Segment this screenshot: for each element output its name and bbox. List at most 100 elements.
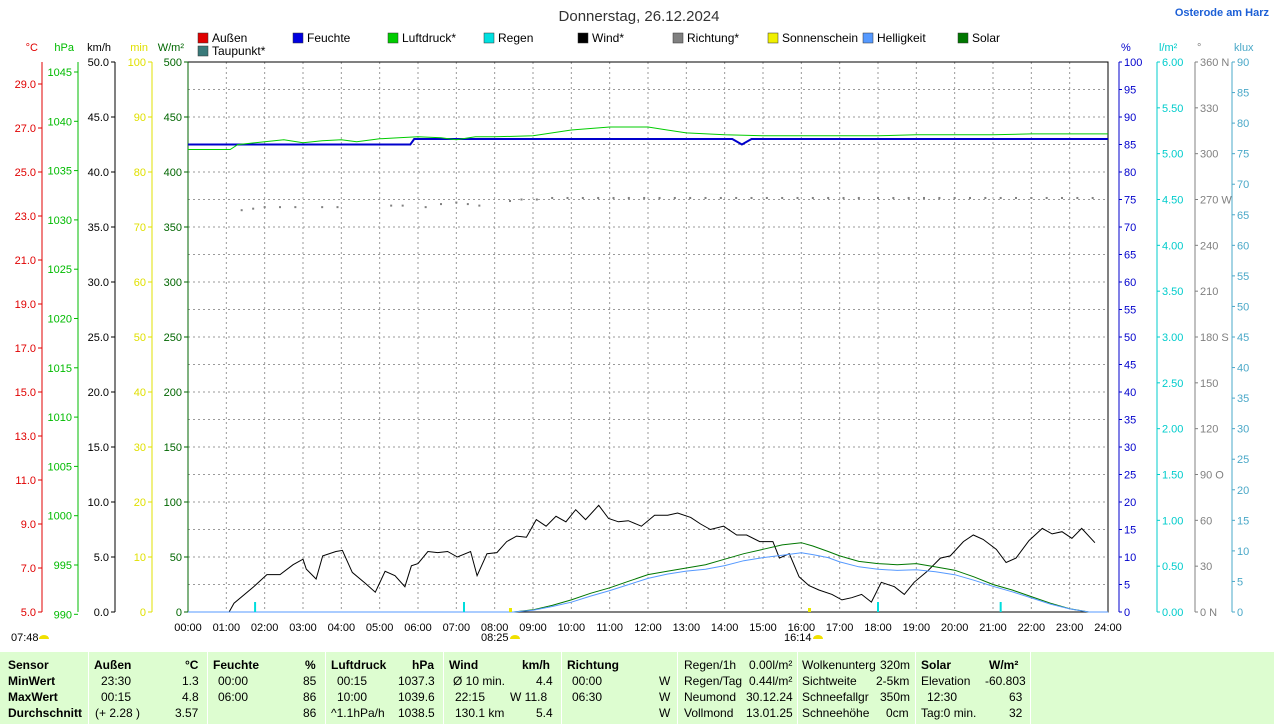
right-axis-label-1-10: 1.00	[1162, 515, 1183, 527]
avg-luft-val: 1038.5	[398, 706, 435, 720]
left-axis-label-4-5: 250	[164, 332, 182, 344]
direction-point-51	[1076, 196, 1079, 199]
right-axis-label-0-5: 75	[1124, 195, 1136, 207]
left-axis-label-1-5: 1020	[48, 314, 72, 326]
legend-label-5: Wind*	[592, 31, 624, 45]
left-axis-label-4-8: 100	[164, 497, 182, 509]
max-luft-time: 10:00	[337, 690, 368, 704]
right-axis-label-1-2: 5.00	[1162, 149, 1183, 161]
location-label: Osterode am Harz	[1175, 7, 1270, 19]
sunshine-mark-1	[808, 608, 811, 612]
header-aussen: Außen	[94, 658, 132, 672]
right-axis-label-3-18: 0	[1237, 607, 1243, 619]
max-richt-val: W	[659, 690, 671, 704]
max-wind-val: W 11.8	[510, 690, 548, 704]
left-axis-label-2-3: 35.0	[88, 222, 109, 234]
right-axis-label-1-0: 6.00	[1162, 57, 1183, 69]
legend-swatch-6	[672, 32, 684, 44]
right-axis-label-3-8: 50	[1237, 301, 1249, 313]
direction-point-0	[240, 209, 243, 212]
direction-point-13	[478, 204, 481, 207]
x-tick-label-23: 23:00	[1056, 622, 1084, 634]
header-aussen-unit: °C	[185, 658, 199, 672]
right-axis-label-3-16: 10	[1237, 546, 1249, 558]
right-axis-label-1-12: 0.00	[1162, 607, 1183, 619]
legend-label-7: Sonnenschein	[782, 31, 858, 45]
direction-point-48	[1030, 196, 1033, 199]
left-axis-label-3-9: 10	[134, 552, 146, 564]
left-axis-label-2-6: 20.0	[88, 387, 109, 399]
right-axis-label-0-4: 80	[1124, 167, 1136, 179]
min-wind-val: 4.4	[536, 674, 553, 688]
left-axis-unit-1: hPa	[54, 42, 74, 54]
legend-swatch-8	[862, 32, 874, 44]
legend-swatch-7	[767, 32, 779, 44]
direction-point-1	[252, 207, 255, 210]
x-tick-label-16: 16:00	[788, 622, 816, 634]
event-marks: 07:48 08:25 16:14	[11, 602, 1002, 644]
right-axis-label-3-14: 20	[1237, 485, 1249, 497]
left-axis-unit-3: min	[130, 42, 148, 54]
series-line-luftdruck	[188, 126, 1108, 150]
regen-1h-val: 0.00l/m²	[749, 658, 793, 672]
avg-wind-time: 130.1 km	[455, 706, 505, 720]
direction-point-4	[294, 206, 297, 209]
max-aussen-time: 00:15	[101, 690, 132, 704]
direction-point-7	[390, 204, 393, 207]
max-feuchte-val: 86	[303, 690, 317, 704]
right-axis-label-3-1: 85	[1237, 88, 1249, 100]
solar-tag-val: 32	[1009, 706, 1023, 720]
vollmond-val: 13.01.25	[746, 706, 793, 720]
direction-point-26	[689, 196, 692, 199]
right-axis-label-2-1: 330	[1200, 103, 1218, 115]
left-axis-label-4-6: 200	[164, 387, 182, 399]
right-axis-label-2-6: 180 S	[1200, 332, 1229, 344]
header-wind-unit: km/h	[522, 658, 551, 672]
right-axis-label-3-17: 5	[1237, 576, 1243, 588]
right-axis-label-0-18: 10	[1124, 552, 1136, 564]
legend-label-0: Außen	[212, 31, 247, 45]
left-axis-label-0-5: 19.0	[15, 299, 36, 311]
header-richtung: Richtung	[567, 658, 619, 672]
x-tick-label-6: 06:00	[404, 622, 432, 634]
right-axis-label-0-1: 95	[1124, 85, 1136, 97]
left-axis-label-2-9: 5.0	[94, 552, 109, 564]
direction-point-36	[842, 196, 845, 199]
x-tick-label-5: 05:00	[366, 622, 394, 634]
x-tick-label-0: 00:00	[174, 622, 202, 634]
right-axis-label-2-3: 270 W	[1200, 195, 1232, 207]
left-axis-label-3-5: 50	[134, 332, 146, 344]
right-axis-label-0-15: 25	[1124, 470, 1136, 482]
min-luft-time: 00:15	[337, 674, 368, 688]
chart-grid	[187, 61, 1109, 613]
right-axis-label-2-8: 120	[1200, 424, 1218, 436]
direction-point-42	[938, 196, 941, 199]
direction-point-10	[440, 203, 442, 206]
x-tick-label-2: 02:00	[251, 622, 279, 634]
legend-swatch-9	[957, 32, 969, 44]
direction-point-12	[466, 203, 469, 206]
left-axis-label-1-1: 1040	[48, 116, 72, 128]
right-axis-label-2-9: 90 O	[1200, 470, 1224, 482]
legend-swatch-5	[577, 32, 589, 44]
max-wind-time: 22:15	[455, 690, 486, 704]
header-wind: Wind	[449, 658, 479, 672]
right-axis-label-2-12: 0 N	[1200, 607, 1217, 619]
right-axis-label-2-5: 210	[1200, 286, 1218, 298]
right-axis-label-1-11: 0.50	[1162, 561, 1183, 573]
right-axis-label-0-0: 100	[1124, 57, 1142, 69]
left-axis-label-0-3: 23.0	[15, 211, 36, 223]
right-axis-label-2-11: 30	[1200, 561, 1212, 573]
min-feuchte-val: 85	[303, 674, 317, 688]
direction-point-15	[520, 198, 523, 201]
left-axis-unit-2: km/h	[87, 42, 111, 54]
max-aussen-val: 4.8	[182, 690, 199, 704]
right-axis-label-1-4: 4.00	[1162, 240, 1183, 252]
x-tick-label-13: 13:00	[673, 622, 701, 634]
right-axis-unit-2: °	[1197, 42, 1201, 54]
direction-point-45	[984, 196, 987, 199]
legend-label-6: Richtung*	[687, 31, 739, 45]
regen-tag-val: 0.44l/m²	[749, 674, 793, 688]
direction-point-52	[1091, 196, 1094, 199]
left-axis-unit-0: °C	[26, 42, 38, 54]
